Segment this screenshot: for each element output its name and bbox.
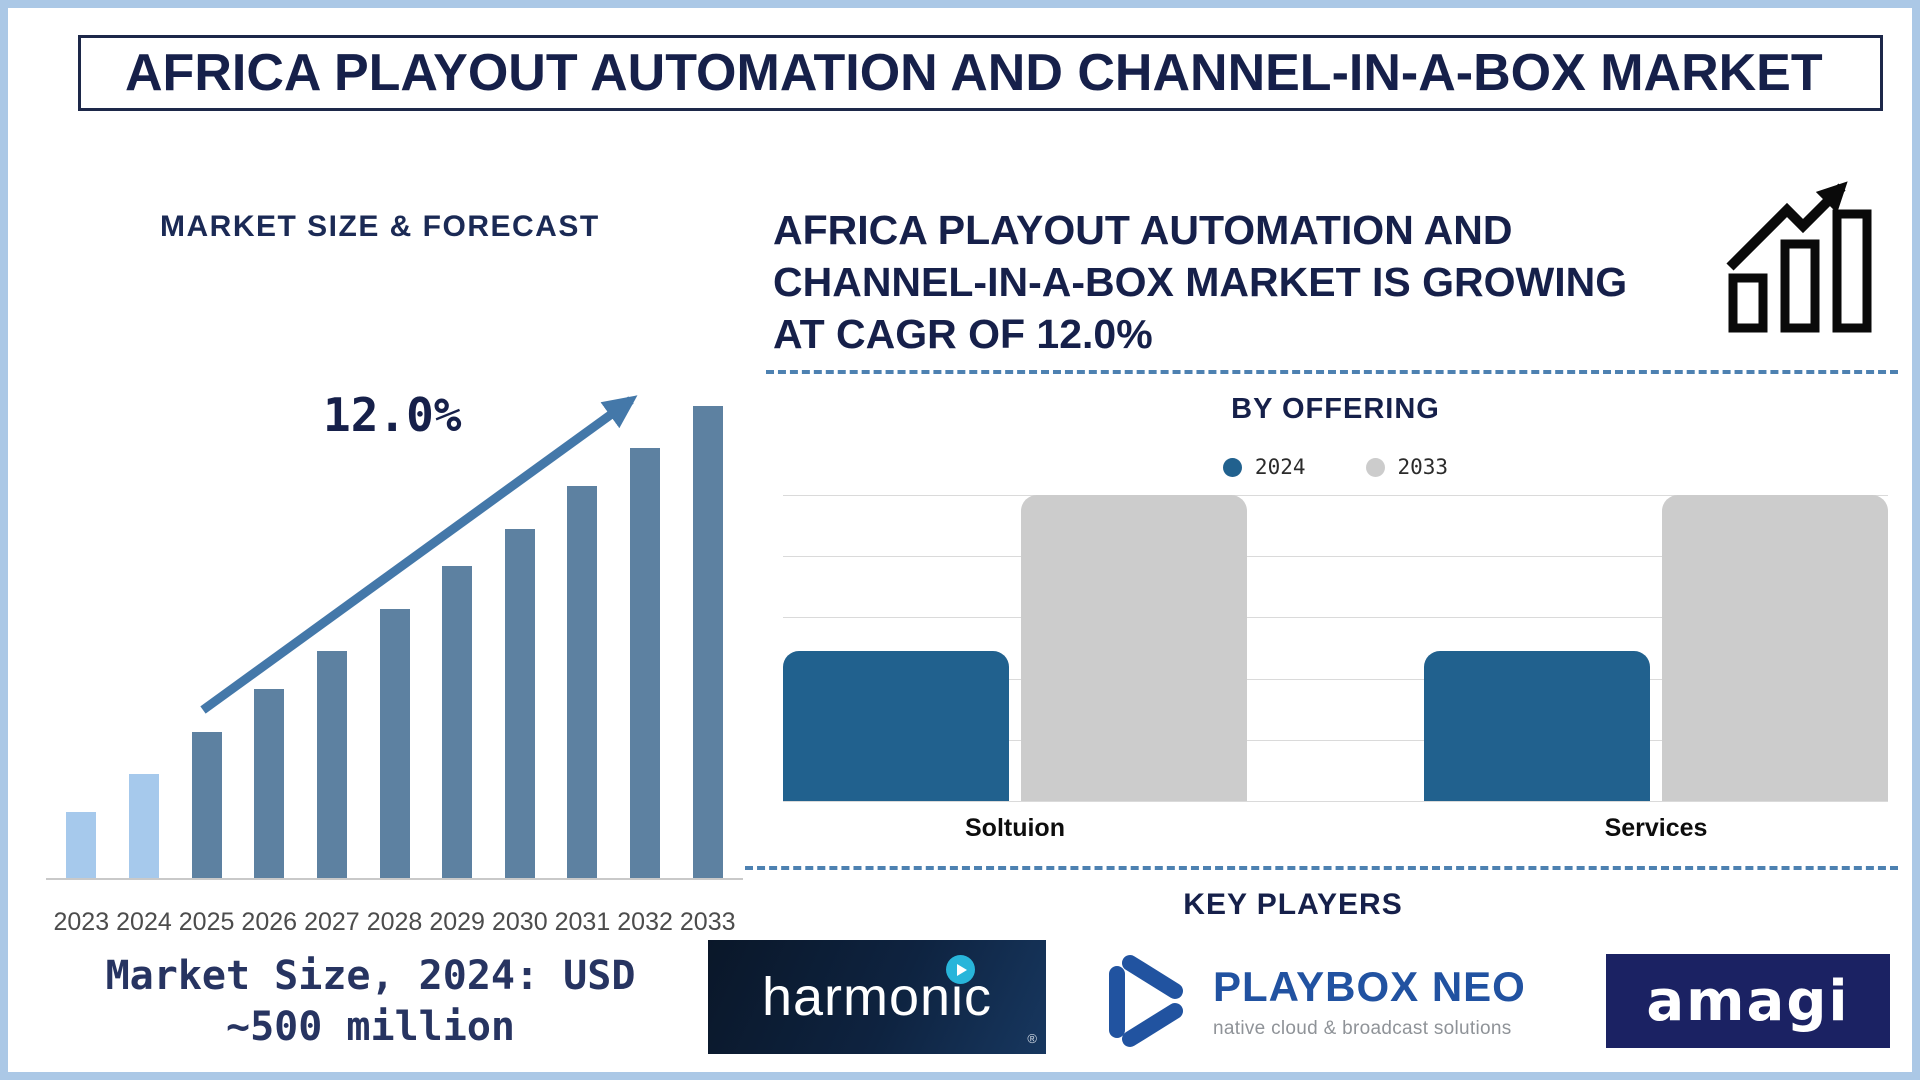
forecast-bar-2030 [504,529,535,878]
bar-services-2024 [1424,651,1650,801]
forecast-bar-2026 [254,689,285,878]
forecast-bar-slot [175,406,238,878]
forecast-year-label: 2024 [116,908,172,936]
forecast-bar-slot [676,406,739,878]
forecast-bar-slot [614,406,677,878]
play-triangle-icon [957,963,967,976]
market-size-note-line1: Market Size, 2024: USD [105,953,636,999]
bar-soltuion-2033 [1021,495,1247,801]
gridline [783,678,1888,680]
market-size-note: Market Size, 2024: USD ~500 million [38,951,703,1053]
forecast-bar-slot [301,406,364,878]
legend-item-2024: 2024 [1222,455,1306,479]
legend-item-2033: 2033 [1365,455,1449,479]
page-title-box: AFRICA PLAYOUT AUTOMATION AND CHANNEL-IN… [78,35,1883,111]
playbox-tagline: native cloud & broadcast solutions [1213,1017,1512,1039]
play-button-icon [946,955,975,984]
forecast-bar-slot [488,406,551,878]
legend-label-2033: 2033 [1397,455,1449,479]
forecast-bar-slot [50,406,113,878]
offering-group-services [1424,495,1888,801]
offering-label-services: Services [1604,814,1708,842]
forecast-year-label: 2031 [554,908,611,936]
forecast-bar-2033 [692,406,723,878]
forecast-year-label: 2028 [366,908,423,936]
forecast-bar-slot [551,406,614,878]
forecast-year-label: 2029 [429,908,485,936]
by-offering-title: BY OFFERING [1231,393,1440,425]
forecast-year-label: 2026 [241,908,298,936]
amagi-wordmark: amagi [1646,968,1850,1034]
gridline [783,739,1888,741]
forecast-year-label: 2027 [304,908,360,936]
growth-trend-icon [1726,181,1872,333]
offering-group-soltuion [783,495,1247,801]
offering-category-labels: Soltuion Services [783,814,1888,843]
logo-playbox-neo: PLAYBOX NEO native cloud & broadcast sol… [1101,946,1571,1056]
forecast-bar-2032 [630,448,661,878]
forecast-bar-2029 [442,566,473,878]
forecast-bar-slot [426,406,489,878]
forecast-chart [46,406,743,880]
market-size-note-line2: ~500 million [226,1004,515,1051]
playbox-triangle-icon [1109,955,1183,1047]
forecast-year-label: 2033 [679,908,736,936]
dashed-separator-bottom [745,866,1898,870]
playbox-text-block: PLAYBOX NEO native cloud & broadcast sol… [1213,963,1526,1040]
forecast-bar-2023 [66,812,97,878]
page-title: AFRICA PLAYOUT AUTOMATION AND CHANNEL-IN… [125,44,1823,102]
forecast-bar-2024 [128,774,159,878]
growth-arrow [200,395,638,714]
offering-legend: 2024 2033 [783,455,1888,479]
offering-bar-groups [783,495,1888,801]
logo-amagi: amagi [1606,954,1890,1048]
forecast-year-labels: 2023 2024 2025 2026 2027 2028 2029 2030 2031 2032… [46,908,743,937]
growth-headline: AFRICA PLAYOUT AUTOMATION AND CHANNEL-IN… [773,204,1733,360]
forecast-year-label: 2032 [617,908,673,936]
gridline [783,801,1888,802]
forecast-bar-2028 [379,609,410,878]
legend-label-2024: 2024 [1254,455,1306,479]
forecast-bar-slot [363,406,426,878]
playbox-wordmark: PLAYBOX NEO [1213,962,1526,1010]
logo-harmonic: harmonic ® [708,940,1046,1054]
growth-headline-line3: AT CAGR OF 12.0% [773,311,1153,357]
forecast-year-label: 2030 [491,908,548,936]
forecast-section-heading: MARKET SIZE & FORECAST [160,210,600,243]
cagr-annotation: 12.0% [323,388,462,442]
gridline [783,495,1888,496]
forecast-bar-2027 [316,651,347,878]
dashed-separator-top [766,370,1898,374]
gridline [783,617,1888,619]
legend-dot-2033 [1365,457,1385,477]
forecast-bars [46,406,743,878]
registered-trademark-symbol: ® [1027,1031,1037,1046]
key-players-heading: KEY PLAYERS [1183,888,1403,921]
growth-headline-line2: CHANNEL-IN-A-BOX MARKET IS GROWING [773,259,1628,305]
legend-dot-2024 [1222,457,1242,477]
forecast-bar-slot [238,406,301,878]
gridline [783,556,1888,558]
bar-soltuion-2024 [783,651,1009,801]
offering-label-solution: Soltuion [965,814,1065,842]
growth-headline-line1: AFRICA PLAYOUT AUTOMATION AND [773,207,1513,253]
offering-plot [783,495,1888,802]
forecast-bar-slot [113,406,176,878]
forecast-bar-2025 [191,732,222,878]
forecast-bar-2031 [567,486,598,878]
bar-services-2033 [1662,495,1888,801]
forecast-year-label: 2025 [178,908,235,936]
forecast-year-label: 2023 [53,908,110,936]
